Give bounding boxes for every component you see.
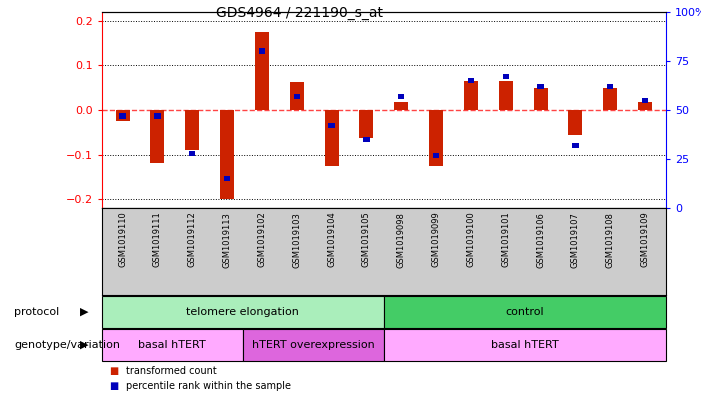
Bar bbox=[638, 102, 652, 110]
Bar bbox=[255, 32, 269, 110]
Text: GSM1019101: GSM1019101 bbox=[501, 212, 510, 268]
Bar bbox=[394, 102, 408, 110]
Text: GSM1019100: GSM1019100 bbox=[466, 212, 475, 268]
Text: GSM1019112: GSM1019112 bbox=[188, 212, 197, 268]
Bar bbox=[398, 94, 404, 99]
Bar bbox=[533, 88, 547, 110]
Bar bbox=[572, 143, 578, 148]
Bar bbox=[259, 48, 265, 54]
Text: GSM1019113: GSM1019113 bbox=[222, 212, 231, 268]
Bar bbox=[384, 329, 666, 361]
Bar bbox=[360, 110, 374, 138]
Bar bbox=[363, 137, 369, 142]
Text: basal hTERT: basal hTERT bbox=[138, 340, 206, 350]
Bar bbox=[604, 88, 617, 110]
Text: GSM1019108: GSM1019108 bbox=[606, 212, 615, 268]
Text: GSM1019105: GSM1019105 bbox=[362, 212, 371, 268]
Bar bbox=[498, 81, 512, 110]
Text: percentile rank within the sample: percentile rank within the sample bbox=[126, 381, 291, 391]
Text: ■: ■ bbox=[109, 381, 118, 391]
Bar bbox=[116, 110, 130, 121]
Bar bbox=[102, 329, 243, 361]
Bar bbox=[538, 84, 544, 89]
Bar bbox=[325, 110, 339, 166]
Bar bbox=[290, 82, 304, 110]
Text: GSM1019107: GSM1019107 bbox=[571, 212, 580, 268]
Bar bbox=[185, 110, 199, 150]
Text: hTERT overexpression: hTERT overexpression bbox=[252, 340, 374, 350]
Text: GSM1019098: GSM1019098 bbox=[397, 212, 406, 268]
Bar bbox=[607, 84, 613, 89]
Bar bbox=[642, 97, 648, 103]
Text: ■: ■ bbox=[109, 366, 118, 376]
Text: GSM1019102: GSM1019102 bbox=[257, 212, 266, 268]
Text: GSM1019106: GSM1019106 bbox=[536, 212, 545, 268]
Bar bbox=[328, 123, 334, 129]
Text: GSM1019110: GSM1019110 bbox=[118, 212, 127, 268]
Bar bbox=[151, 110, 164, 163]
Text: GDS4964 / 221190_s_at: GDS4964 / 221190_s_at bbox=[216, 6, 383, 20]
Text: protocol: protocol bbox=[14, 307, 60, 317]
Text: GSM1019099: GSM1019099 bbox=[432, 212, 440, 268]
Bar bbox=[224, 176, 230, 182]
Bar bbox=[243, 329, 384, 361]
Text: GSM1019109: GSM1019109 bbox=[641, 212, 650, 268]
Bar bbox=[468, 78, 474, 83]
Bar bbox=[294, 94, 300, 99]
Text: GSM1019103: GSM1019103 bbox=[292, 212, 301, 268]
Bar bbox=[154, 113, 161, 119]
Text: telomere elongation: telomere elongation bbox=[186, 307, 299, 317]
Text: basal hTERT: basal hTERT bbox=[491, 340, 559, 350]
Bar bbox=[119, 113, 125, 119]
Bar bbox=[464, 81, 478, 110]
Text: genotype/variation: genotype/variation bbox=[14, 340, 120, 350]
Text: transformed count: transformed count bbox=[126, 366, 217, 376]
Text: ▶: ▶ bbox=[80, 307, 88, 317]
Text: GSM1019111: GSM1019111 bbox=[153, 212, 162, 268]
Bar bbox=[220, 110, 234, 199]
Text: control: control bbox=[505, 307, 544, 317]
Bar bbox=[102, 296, 384, 328]
Bar bbox=[503, 74, 509, 79]
Text: ▶: ▶ bbox=[80, 340, 88, 350]
Bar bbox=[429, 110, 443, 166]
Bar bbox=[189, 151, 196, 156]
Bar bbox=[433, 152, 440, 158]
Bar bbox=[384, 296, 666, 328]
Text: GSM1019104: GSM1019104 bbox=[327, 212, 336, 268]
Bar bbox=[569, 110, 583, 134]
